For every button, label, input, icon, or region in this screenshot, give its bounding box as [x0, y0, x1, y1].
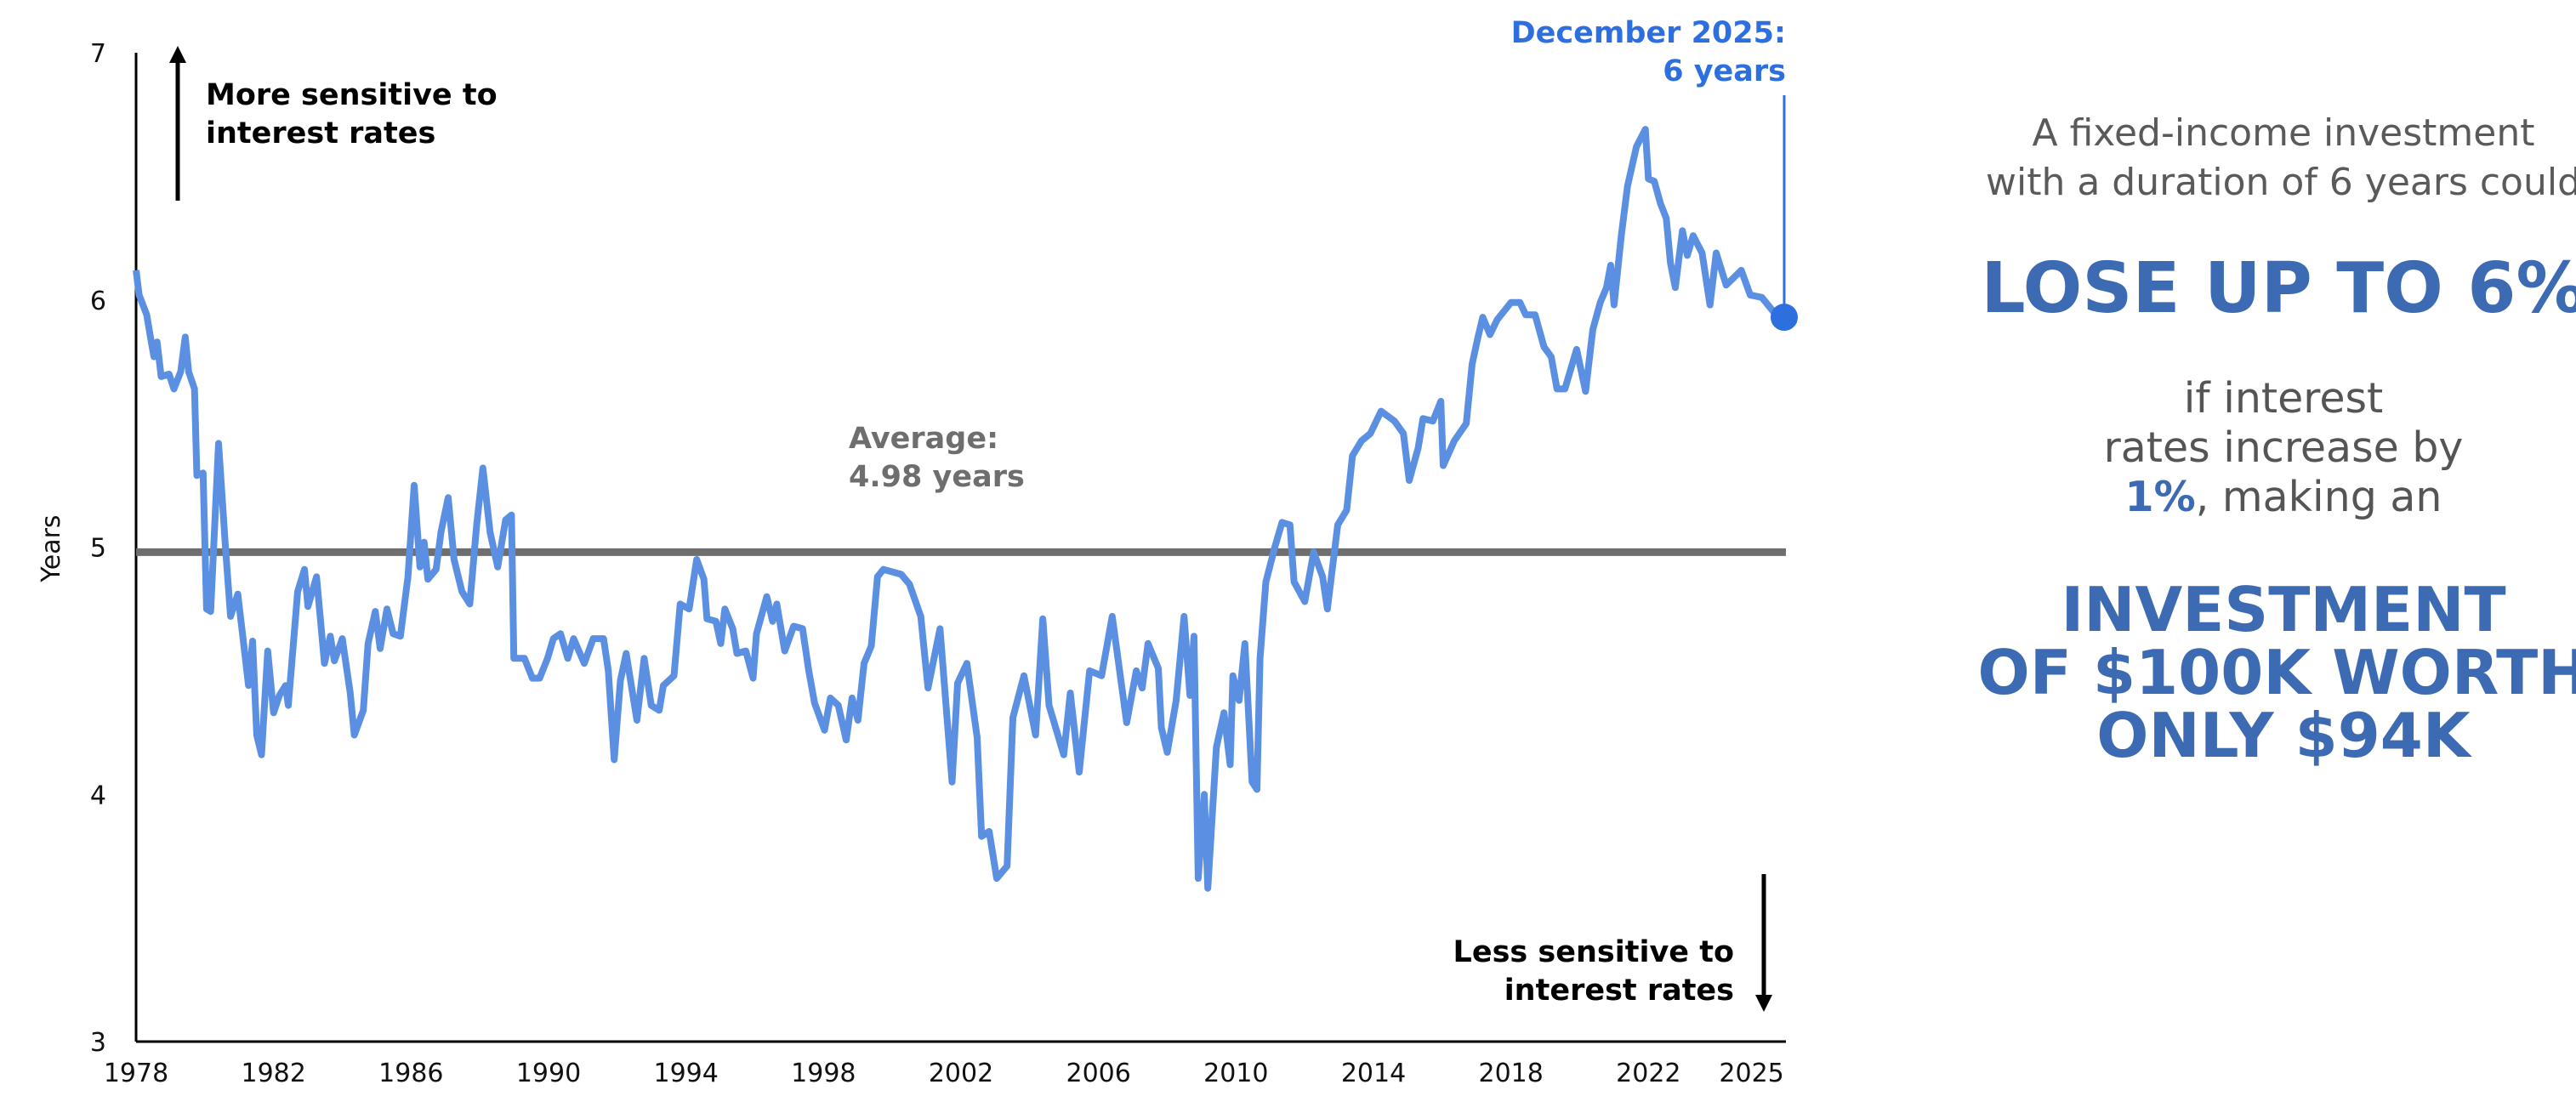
less-sensitive-line2: interest rates — [1504, 974, 1734, 1008]
y-tick-label: 4 — [90, 781, 106, 810]
x-tick-label: 2010 — [1203, 1059, 1268, 1088]
more-sensitive-annotation: More sensitive to interest rates — [206, 77, 498, 153]
x-tick-label: 1994 — [653, 1059, 718, 1088]
x-tick-label: 1998 — [791, 1059, 856, 1088]
x-tick-label: 1978 — [104, 1059, 168, 1088]
y-tick-label: 6 — [90, 287, 106, 316]
average-label: Average: 4.98 years — [849, 420, 1025, 497]
y-tick-label: 3 — [90, 1028, 106, 1058]
side-result: INVESTMENT OF $100K WORTH ONLY $94K — [1956, 578, 2576, 767]
more-sensitive-line2: interest rates — [206, 116, 436, 150]
endpoint-label: December 2025: 6 years — [1511, 14, 1786, 91]
endpoint-label-line2: 6 years — [1663, 54, 1786, 88]
endpoint-dot — [1770, 304, 1798, 332]
duration-series-line — [133, 126, 1786, 892]
mid-line3: 1%, making an — [1956, 473, 2576, 522]
axes: 3 4 5 6 7 1978 1982 1986 1990 1994 1998 2002 2006 201… — [37, 39, 1786, 1088]
y-axis-title: Years — [37, 514, 66, 582]
average-label-line1: Average: — [849, 422, 999, 456]
x-tick-label: 1982 — [241, 1059, 305, 1088]
side-headline: LOSE UP TO 6% — [1981, 248, 2576, 329]
x-tick-label: 2025 — [1719, 1059, 1783, 1088]
result-line1: INVESTMENT — [2061, 574, 2506, 645]
result-line3: ONLY $94K — [2096, 700, 2471, 771]
side-middle: if interest rates increase by 1%, making… — [1956, 374, 2576, 522]
x-tick-label: 2002 — [929, 1059, 993, 1088]
intro-line1: A fixed-income investment — [2032, 111, 2535, 155]
mid-line3-rest: , making an — [2195, 473, 2442, 521]
x-tick-label: 1990 — [516, 1059, 581, 1088]
side-intro: A fixed-income investment with a duratio… — [1956, 109, 2576, 207]
less-sensitive-line1: Less sensitive to — [1453, 935, 1734, 969]
less-sensitive-annotation: Less sensitive to interest rates — [1453, 934, 1734, 1010]
x-tick-label: 2018 — [1478, 1059, 1543, 1088]
result-line2: OF $100K WORTH — [1977, 637, 2576, 708]
y-tick-label: 5 — [90, 534, 106, 564]
mid-line1: if interest — [2183, 374, 2384, 423]
series-group — [133, 126, 1786, 892]
x-tick-label: 2022 — [1616, 1059, 1680, 1088]
y-tick-label: 7 — [90, 39, 106, 69]
x-tick-label: 2014 — [1341, 1059, 1406, 1088]
mid-line2: rates increase by — [2103, 423, 2464, 472]
intro-line2: with a duration of 6 years could — [1985, 161, 2576, 204]
average-label-line2: 4.98 years — [849, 460, 1025, 494]
rate-increase-highlight: 1% — [2124, 473, 2196, 521]
endpoint-group — [1770, 95, 1798, 332]
x-tick-label: 1986 — [378, 1059, 443, 1088]
endpoint-label-line1: December 2025: — [1510, 16, 1786, 50]
more-sensitive-line1: More sensitive to — [206, 78, 498, 112]
x-tick-label: 2006 — [1066, 1059, 1130, 1088]
